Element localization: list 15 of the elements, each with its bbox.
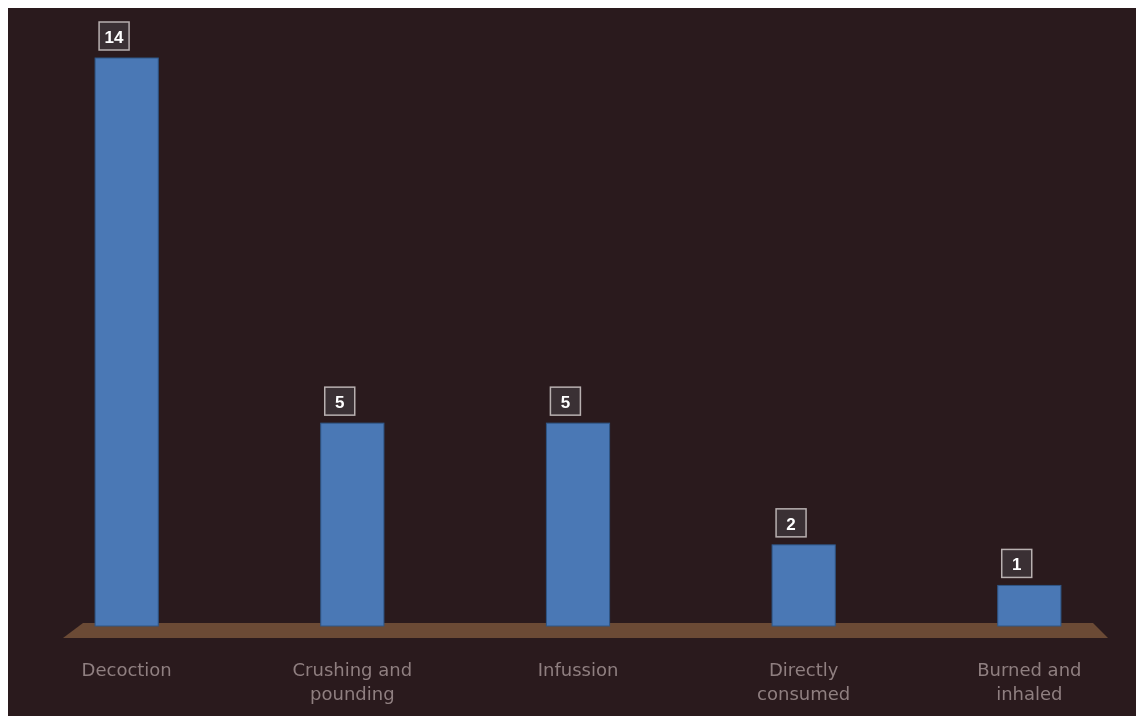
bar: [997, 584, 1062, 627]
data-label: 1: [1012, 555, 1022, 575]
data-label: 5: [335, 393, 345, 413]
x-tick-label: Burned and inhaled: [977, 659, 1082, 704]
bar: [771, 544, 836, 627]
data-label: 14: [104, 28, 125, 47]
data-label: 2: [786, 514, 796, 534]
x-tick-label: Infussion: [537, 659, 619, 680]
data-label: 5: [560, 393, 571, 413]
bar: [545, 422, 611, 627]
x-tick-label: Crushing and pounding: [292, 659, 413, 704]
x-tick-label: Directly consumed: [757, 659, 851, 704]
bar: [320, 422, 385, 627]
x-tick-label: Decoction: [81, 659, 172, 680]
bar: [94, 57, 159, 627]
